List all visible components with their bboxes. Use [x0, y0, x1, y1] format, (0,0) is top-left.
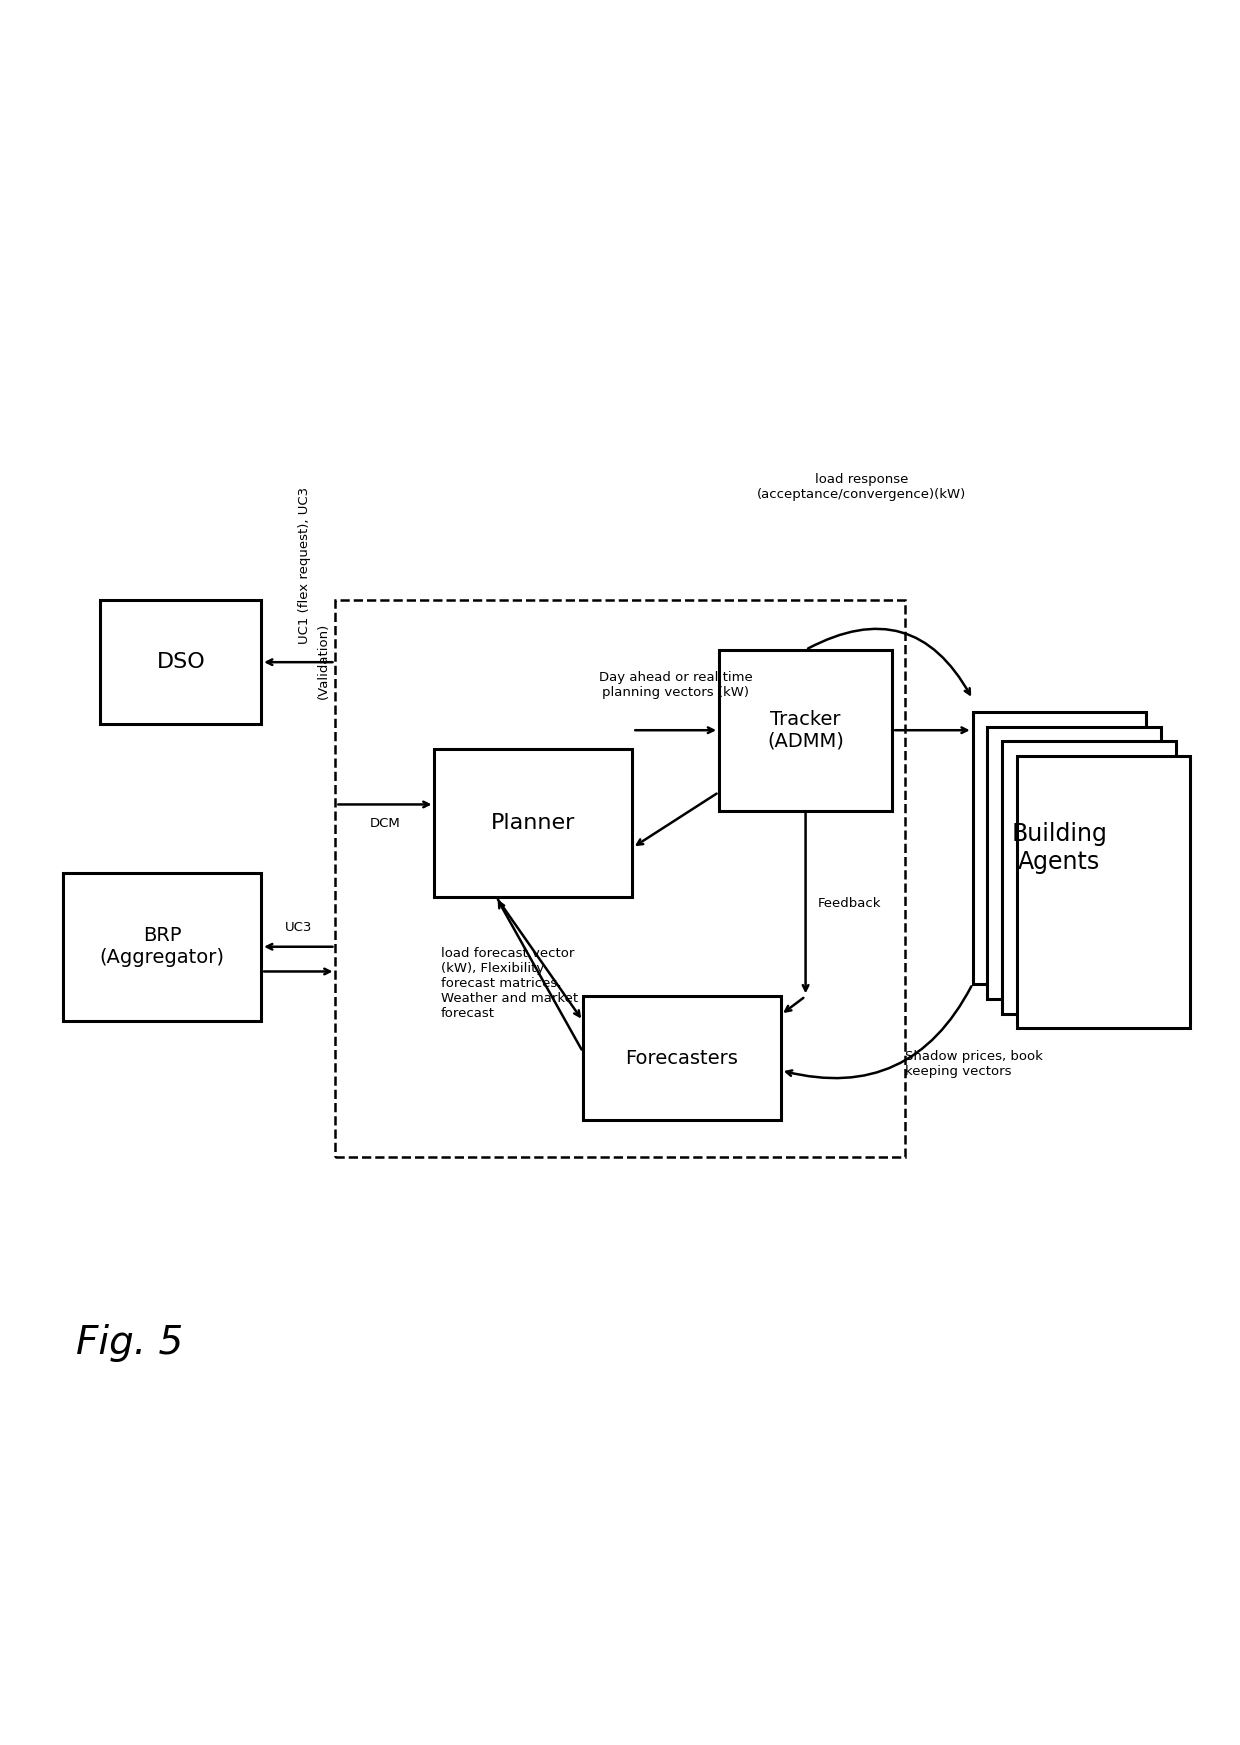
FancyBboxPatch shape: [63, 872, 262, 1021]
Text: load forecast vector
(kW), Flexibility
forecast matrices,
Weather and market
for: load forecast vector (kW), Flexibility f…: [440, 948, 578, 1021]
Text: Tracker
(ADMM): Tracker (ADMM): [768, 710, 844, 750]
Text: Shadow prices, book
keeping vectors: Shadow prices, book keeping vectors: [904, 1050, 1043, 1078]
Text: Day ahead or real time
planning vectors (kW): Day ahead or real time planning vectors …: [599, 672, 753, 700]
Text: BRP
(Aggregator): BRP (Aggregator): [99, 927, 224, 967]
FancyBboxPatch shape: [1017, 756, 1190, 1028]
Text: Forecasters: Forecasters: [625, 1049, 738, 1068]
Text: Feedback: Feedback: [818, 897, 882, 909]
FancyBboxPatch shape: [100, 600, 262, 724]
FancyBboxPatch shape: [719, 649, 893, 811]
Text: UC3: UC3: [285, 921, 312, 934]
FancyBboxPatch shape: [583, 996, 781, 1120]
Text: Fig. 5: Fig. 5: [76, 1324, 182, 1361]
FancyBboxPatch shape: [987, 726, 1161, 998]
Text: DCM: DCM: [370, 817, 401, 831]
FancyBboxPatch shape: [972, 712, 1146, 984]
Text: load response
(acceptance/convergence)(kW): load response (acceptance/convergence)(k…: [756, 473, 966, 501]
FancyBboxPatch shape: [434, 749, 632, 897]
Text: Building
Agents: Building Agents: [1012, 822, 1107, 874]
Text: UC1 (flex request), UC3: UC1 (flex request), UC3: [298, 487, 311, 644]
Text: Planner: Planner: [491, 813, 575, 832]
Text: DSO: DSO: [156, 653, 205, 672]
Text: (Validation): (Validation): [316, 623, 330, 700]
FancyBboxPatch shape: [1002, 742, 1176, 1014]
